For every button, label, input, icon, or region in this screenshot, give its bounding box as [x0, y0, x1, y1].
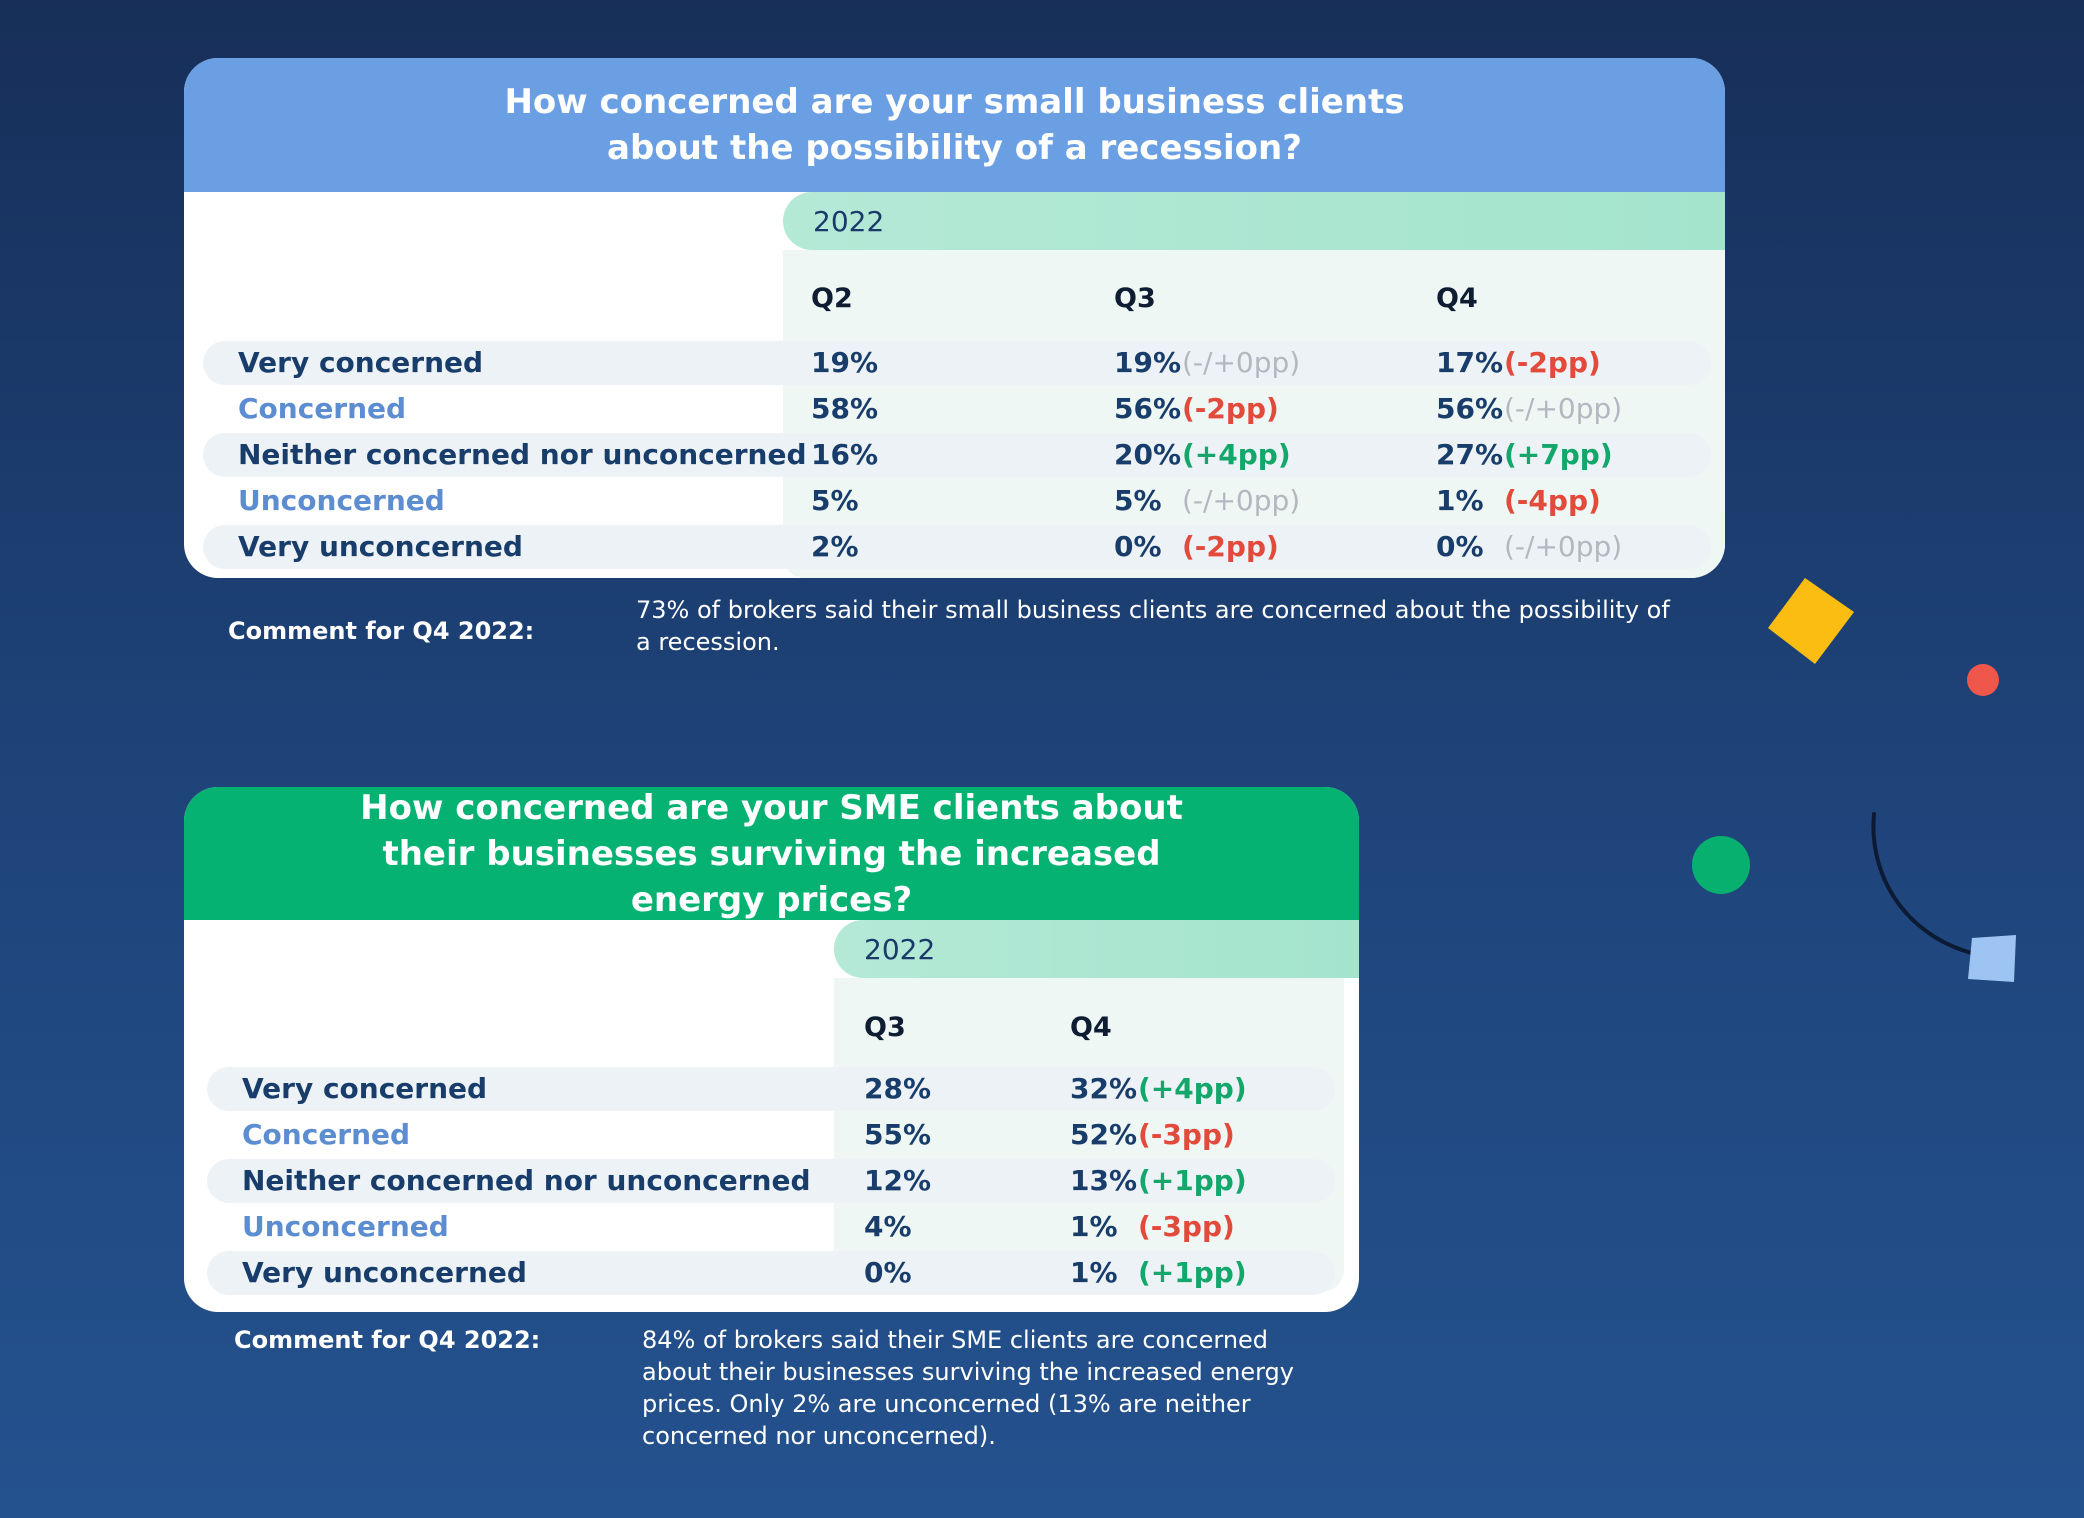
row-label: Concerned: [238, 392, 407, 425]
card-header: How concerned are your SME clients about…: [184, 787, 1359, 920]
value-cell: 58%: [811, 392, 879, 425]
change-label: (-4pp): [1504, 484, 1601, 517]
column-header: Q3: [1114, 283, 1156, 314]
value-cell: 55%: [864, 1118, 932, 1151]
comment-text: 73% of brokers said their small business…: [636, 596, 1670, 656]
value-cell: 20%: [1114, 438, 1182, 471]
value-cell: 0%: [864, 1256, 912, 1289]
value-cell: 1%: [1436, 484, 1484, 517]
row-stripe: [207, 1067, 1335, 1111]
row-label: Very unconcerned: [238, 530, 523, 563]
value-cell: 5%: [1114, 484, 1162, 517]
row-stripe: [203, 341, 1711, 385]
comment-label: Comment for Q4 2022:: [228, 617, 535, 645]
change-label: (+7pp): [1504, 438, 1613, 471]
change-label: (+4pp): [1138, 1072, 1247, 1105]
value-cell: 1%: [1070, 1210, 1118, 1243]
red-dot-shape: [1967, 664, 1999, 696]
row-label: Unconcerned: [238, 484, 445, 517]
value-cell: 16%: [811, 438, 879, 471]
table-title: How concerned are your SME clients about…: [360, 787, 1183, 920]
recession-concern-table: How concerned are your small business cl…: [184, 58, 1725, 578]
row-label: Neither concerned nor unconcerned: [242, 1164, 811, 1197]
value-cell: 4%: [864, 1210, 912, 1243]
value-cell: 27%: [1436, 438, 1504, 471]
column-header: Q4: [1436, 283, 1478, 314]
data-panel: [783, 250, 1725, 578]
value-cell: 5%: [811, 484, 859, 517]
change-label: (-/+0pp): [1504, 392, 1623, 425]
comment-text: 84% of brokers said their SME clients ar…: [642, 1326, 1294, 1450]
change-label: (+1pp): [1138, 1256, 1247, 1289]
row-stripe: [207, 1251, 1335, 1295]
value-cell: 52%: [1070, 1118, 1138, 1151]
value-cell: 2%: [811, 530, 859, 563]
energy-prices-concern-table: How concerned are your SME clients about…: [184, 787, 1359, 1312]
row-label: Unconcerned: [242, 1210, 449, 1243]
value-cell: 32%: [1070, 1072, 1138, 1105]
value-cell: 17%: [1436, 346, 1504, 379]
table-title: How concerned are your small business cl…: [504, 82, 1405, 168]
change-label: (+1pp): [1138, 1164, 1247, 1197]
change-label: (-/+0pp): [1504, 530, 1623, 563]
change-label: (-3pp): [1138, 1210, 1235, 1243]
change-label: (-2pp): [1182, 530, 1279, 563]
comment-label: Comment for Q4 2022:: [234, 1326, 541, 1354]
value-cell: 13%: [1070, 1164, 1138, 1197]
row-stripe: [203, 433, 1711, 477]
year-band: 2022: [834, 920, 1359, 978]
value-cell: 12%: [864, 1164, 932, 1197]
data-panel: [834, 978, 1344, 1292]
green-dot-shape: [1692, 836, 1750, 894]
value-cell: 19%: [1114, 346, 1182, 379]
value-cell: 56%: [1114, 392, 1182, 425]
change-label: (+4pp): [1182, 438, 1291, 471]
row-stripe: [207, 1159, 1335, 1203]
value-cell: 19%: [811, 346, 879, 379]
column-header: Q3: [864, 1012, 906, 1043]
change-label: (-/+0pp): [1182, 346, 1301, 379]
row-label: Very concerned: [242, 1072, 488, 1105]
value-cell: 0%: [1114, 530, 1162, 563]
value-cell: 0%: [1436, 530, 1484, 563]
column-header: Q4: [1070, 1012, 1112, 1043]
yellow-diamond-shape: [1768, 578, 1854, 664]
row-stripe: [203, 525, 1711, 569]
change-label: (-2pp): [1182, 392, 1279, 425]
arc-line-shape: [1871, 812, 1982, 957]
blue-square-shape: [1968, 935, 2016, 982]
row-label: Very unconcerned: [242, 1256, 527, 1289]
value-cell: 1%: [1070, 1256, 1118, 1289]
column-header: Q2: [811, 283, 853, 314]
change-label: (-/+0pp): [1182, 484, 1301, 517]
year-band: 2022: [783, 192, 1725, 250]
value-cell: 56%: [1436, 392, 1504, 425]
change-label: (-3pp): [1138, 1118, 1235, 1151]
row-label: Concerned: [242, 1118, 411, 1151]
row-label: Very concerned: [238, 346, 484, 379]
value-cell: 28%: [864, 1072, 932, 1105]
card-header: How concerned are your small business cl…: [184, 58, 1725, 192]
change-label: (-2pp): [1504, 346, 1601, 379]
row-label: Neither concerned nor unconcerned: [238, 438, 807, 471]
